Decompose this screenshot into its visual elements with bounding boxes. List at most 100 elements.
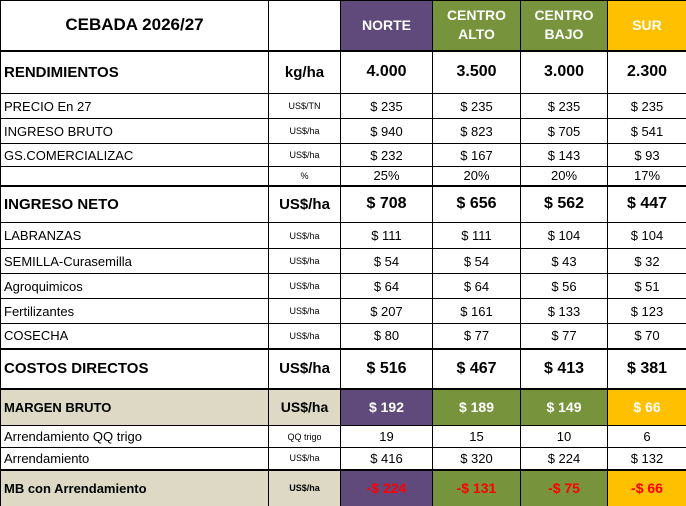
value-cell: $ 51 — [607, 273, 686, 299]
value-cell: $ 43 — [520, 248, 608, 274]
row: COSECHA US$/ha $ 80 $ 77 $ 77 $ 70 — [0, 323, 686, 349]
row-unit: US$/ha — [268, 118, 341, 144]
value-cell: $ 541 — [607, 118, 686, 144]
value-cell: 17% — [607, 166, 686, 186]
row-unit: % — [268, 166, 341, 186]
value-cell: $ 149 — [520, 387, 608, 426]
row-label: GS.COMERCIALIZAC — [0, 143, 269, 167]
value-cell: $ 447 — [607, 184, 686, 223]
value-cell: $ 207 — [340, 298, 433, 324]
value-cell: $ 77 — [432, 323, 521, 349]
row-label — [0, 166, 269, 186]
value-cell: -$ 66 — [607, 468, 686, 506]
row-unit: QQ trigo — [268, 425, 341, 448]
value-cell: $ 56 — [520, 273, 608, 299]
row: % 25% 20% 20% 17% — [0, 166, 686, 186]
value-cell: $ 111 — [340, 222, 433, 249]
row-unit: US$/ha — [268, 447, 341, 470]
value-cell: 6 — [607, 425, 686, 448]
blank-cell — [268, 0, 341, 51]
row-label: Agroquimicos — [0, 273, 269, 299]
row-unit: kg/ha — [268, 49, 341, 94]
row-unit: US$/ha — [268, 222, 341, 249]
row: MARGEN BRUTO US$/ha $ 192 $ 189 $ 149 $ 66 — [0, 387, 686, 426]
row-label: COSTOS DIRECTOS — [0, 347, 269, 389]
value-cell: $ 381 — [607, 347, 686, 389]
value-cell: 20% — [432, 166, 521, 186]
value-cell: $ 70 — [607, 323, 686, 349]
value-cell: $ 235 — [607, 93, 686, 119]
row-label: Fertilizantes — [0, 298, 269, 324]
value-cell: $ 235 — [432, 93, 521, 119]
row-label: LABRANZAS — [0, 222, 269, 249]
value-cell: $ 320 — [432, 447, 521, 470]
value-cell: -$ 75 — [520, 468, 608, 506]
value-cell: $ 167 — [432, 143, 521, 167]
row-unit: US$/ha — [268, 143, 341, 167]
row-label: MB con Arrendamiento — [0, 468, 269, 506]
value-cell: $ 467 — [432, 347, 521, 389]
row-unit: US$/ha — [268, 248, 341, 274]
value-cell: $ 224 — [520, 447, 608, 470]
value-cell: $ 232 — [340, 143, 433, 167]
value-cell: $ 516 — [340, 347, 433, 389]
value-cell: $ 413 — [520, 347, 608, 389]
row-label: PRECIO En 27 — [0, 93, 269, 119]
value-cell: $ 940 — [340, 118, 433, 144]
value-cell: $ 416 — [340, 447, 433, 470]
value-cell: -$ 131 — [432, 468, 521, 506]
column-header: CENTRO ALTO — [432, 0, 521, 51]
value-cell: $ 32 — [607, 248, 686, 274]
column-header: CENTRO BAJO — [520, 0, 608, 51]
value-cell: 2.300 — [607, 49, 686, 94]
value-cell: $ 77 — [520, 323, 608, 349]
value-cell: $ 708 — [340, 184, 433, 223]
value-cell: $ 66 — [607, 387, 686, 426]
row-unit: US$/ha — [268, 347, 341, 389]
value-cell: $ 189 — [432, 387, 521, 426]
value-cell: $ 132 — [607, 447, 686, 470]
value-cell: $ 143 — [520, 143, 608, 167]
value-cell: $ 54 — [432, 248, 521, 274]
row: Arrendamiento QQ trigo QQ trigo 19 15 10 6 — [0, 425, 686, 448]
value-cell: $ 54 — [340, 248, 433, 274]
row-label: Arrendamiento — [0, 447, 269, 470]
row-label: SEMILLA-Curasemilla — [0, 248, 269, 274]
row-label: COSECHA — [0, 323, 269, 349]
value-cell: $ 133 — [520, 298, 608, 324]
row: RENDIMIENTOS kg/ha 4.000 3.500 3.000 2.300 — [0, 49, 686, 94]
row: LABRANZAS US$/ha $ 111 $ 111 $ 104 $ 104 — [0, 222, 686, 249]
value-cell: $ 235 — [340, 93, 433, 119]
value-cell: $ 104 — [520, 222, 608, 249]
row: MB con Arrendamiento US$/ha -$ 224 -$ 131 -$… — [0, 468, 686, 506]
row: Agroquimicos US$/ha $ 64 $ 64 $ 56 $ 51 — [0, 273, 686, 299]
row: PRECIO En 27 US$/TN $ 235 $ 235 $ 235 $ 235 — [0, 93, 686, 119]
row-unit: US$/ha — [268, 468, 341, 506]
value-cell: 3.500 — [432, 49, 521, 94]
row: INGRESO NETO US$/ha $ 708 $ 656 $ 562 $ 447 — [0, 184, 686, 223]
value-cell: 20% — [520, 166, 608, 186]
value-cell: $ 104 — [607, 222, 686, 249]
value-cell: $ 562 — [520, 184, 608, 223]
row-unit: US$/ha — [268, 184, 341, 223]
row: INGRESO BRUTO US$/ha $ 940 $ 823 $ 705 $ 541 — [0, 118, 686, 144]
row: CEBADA 2026/27 NORTE CENTRO ALTO CENTRO BAJ… — [0, 0, 686, 51]
row-unit: US$/ha — [268, 387, 341, 426]
column-header: SUR — [607, 0, 686, 51]
value-cell: $ 80 — [340, 323, 433, 349]
row: GS.COMERCIALIZAC US$/ha $ 232 $ 167 $ 143 $ 9… — [0, 143, 686, 167]
value-cell: 10 — [520, 425, 608, 448]
table-title: CEBADA 2026/27 — [0, 0, 269, 51]
value-cell: 15 — [432, 425, 521, 448]
row-label: INGRESO BRUTO — [0, 118, 269, 144]
row-unit: US$/ha — [268, 273, 341, 299]
row-label: Arrendamiento QQ trigo — [0, 425, 269, 448]
value-cell: $ 192 — [340, 387, 433, 426]
value-cell: $ 705 — [520, 118, 608, 144]
value-cell: $ 656 — [432, 184, 521, 223]
value-cell: $ 93 — [607, 143, 686, 167]
row: Fertilizantes US$/ha $ 207 $ 161 $ 133 $ 123 — [0, 298, 686, 324]
value-cell: 3.000 — [520, 49, 608, 94]
